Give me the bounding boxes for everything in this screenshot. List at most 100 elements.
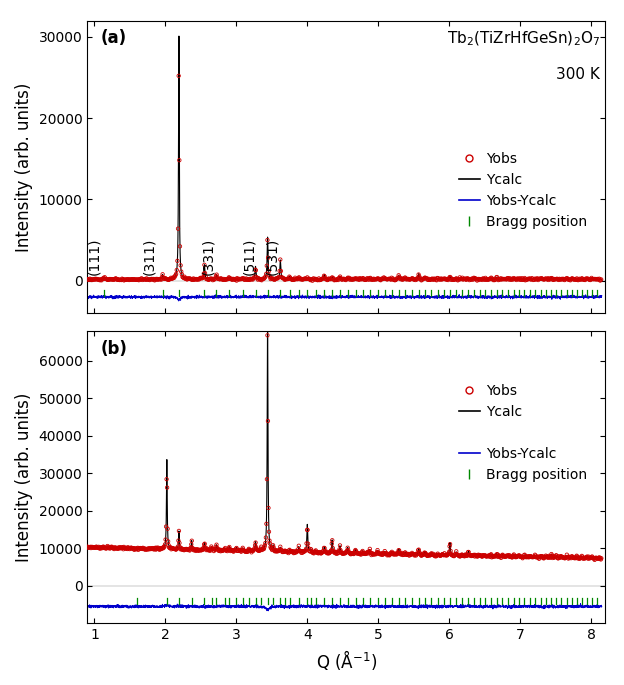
Point (208, 273, 218, 284)
Point (574, 273, 584, 284)
Point (496, 273, 506, 284)
Point (267, 273, 277, 284)
Point (404, 274, 414, 285)
Point (343, 273, 353, 284)
Point (122, 274, 132, 285)
Point (275, 545, 285, 556)
Point (146, 543, 156, 554)
Point (313, 548, 323, 559)
Point (166, 544, 176, 555)
Point (168, 543, 178, 554)
Point (520, 549, 530, 560)
Point (220, 274, 230, 285)
Point (264, 526, 274, 537)
Point (552, 273, 562, 284)
Point (376, 275, 386, 286)
Point (452, 549, 462, 560)
Point (258, 273, 268, 284)
Point (175, 542, 185, 553)
Point (511, 551, 521, 562)
Point (280, 275, 290, 286)
Point (535, 551, 545, 562)
Point (477, 551, 487, 562)
Point (102, 274, 112, 285)
Point (218, 545, 228, 556)
Point (106, 543, 116, 553)
Point (408, 273, 418, 284)
Point (315, 274, 325, 285)
Point (482, 273, 492, 284)
Point (223, 273, 233, 284)
Point (520, 551, 530, 562)
Point (385, 274, 395, 285)
Point (593, 553, 603, 564)
Point (327, 538, 337, 549)
Point (301, 545, 311, 556)
Point (112, 543, 122, 553)
Point (510, 273, 520, 284)
Point (107, 274, 117, 285)
Point (429, 549, 439, 560)
Point (442, 549, 452, 560)
Point (85, 274, 95, 285)
Point (178, 272, 188, 283)
Point (279, 545, 289, 556)
Text: Tb$_2$(TiZrHfGeSn)$_2$O$_7$: Tb$_2$(TiZrHfGeSn)$_2$O$_7$ (447, 29, 600, 48)
Point (546, 273, 556, 284)
Point (570, 553, 580, 564)
Point (446, 549, 456, 560)
Point (207, 274, 217, 285)
Point (454, 274, 464, 285)
Point (162, 274, 172, 285)
Point (439, 273, 449, 284)
Point (131, 544, 141, 555)
Point (451, 273, 461, 284)
Point (406, 549, 416, 560)
Point (540, 551, 550, 562)
Point (192, 545, 202, 556)
Point (485, 551, 495, 562)
Point (180, 544, 190, 555)
Point (582, 552, 592, 563)
Point (212, 543, 222, 553)
Point (490, 274, 500, 285)
Point (87, 541, 97, 552)
Point (149, 543, 158, 554)
Point (230, 545, 240, 556)
Point (196, 545, 206, 556)
Point (293, 273, 303, 284)
Point (488, 275, 498, 286)
Point (161, 521, 171, 532)
Point (181, 273, 191, 284)
Point (303, 273, 313, 284)
Point (597, 553, 607, 564)
Point (146, 273, 156, 284)
Point (459, 550, 469, 561)
Point (168, 272, 178, 283)
Point (399, 273, 409, 284)
Point (494, 274, 504, 285)
Point (461, 550, 471, 561)
Point (273, 272, 283, 283)
Point (129, 543, 139, 553)
Point (467, 550, 477, 561)
Point (466, 274, 476, 285)
Point (431, 274, 441, 285)
Point (490, 274, 500, 285)
Point (462, 549, 472, 560)
Point (390, 275, 400, 286)
Point (392, 549, 402, 560)
Point (210, 545, 220, 556)
Point (180, 544, 190, 555)
Point (493, 273, 503, 284)
Point (217, 273, 227, 284)
Point (268, 543, 278, 553)
Point (211, 271, 221, 282)
Point (172, 544, 182, 555)
Point (313, 547, 323, 558)
Point (537, 273, 547, 284)
Point (431, 273, 441, 284)
Point (525, 551, 535, 562)
Point (217, 545, 227, 556)
Point (364, 547, 374, 558)
